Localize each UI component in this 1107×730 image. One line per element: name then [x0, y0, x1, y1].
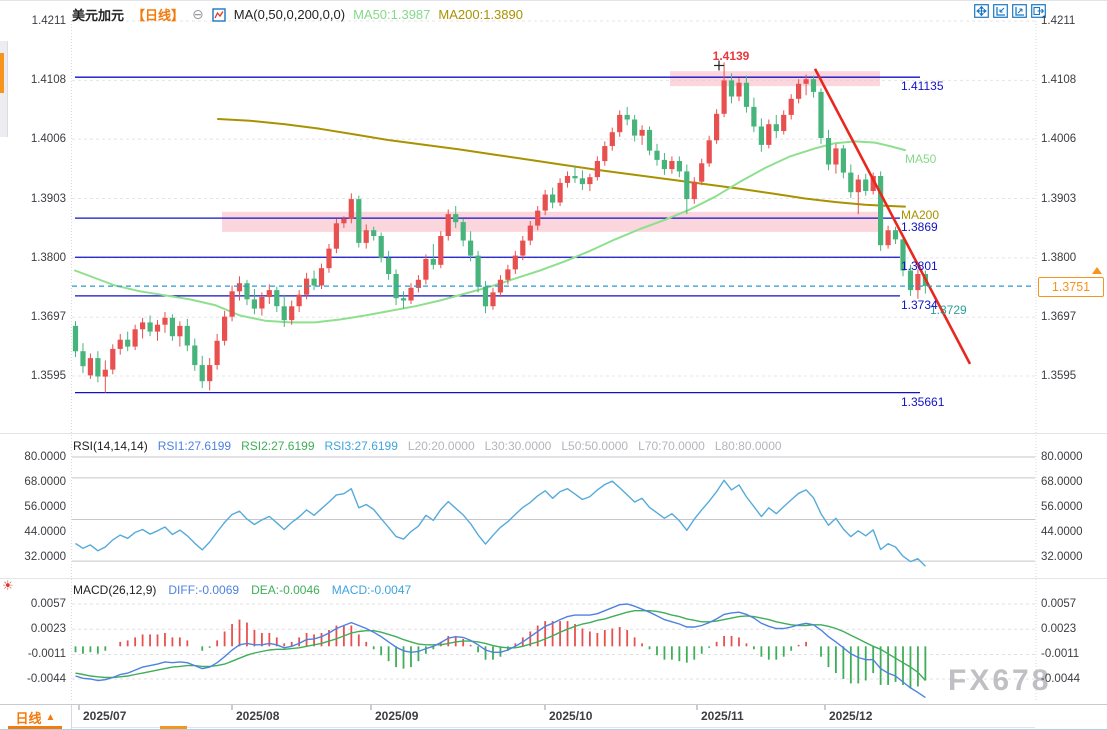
price-axis-label: 1.4211	[1041, 14, 1103, 28]
collapse-icon[interactable]: ⊖	[192, 6, 204, 23]
rsi-l50-label: L50:50.0000	[561, 439, 628, 453]
resistance-band	[222, 212, 880, 232]
ma50-value-label: MA50:1.3987	[353, 7, 430, 22]
price-axis-label: 1.3903	[1041, 192, 1103, 206]
rsi-axis-label: 80.0000	[1041, 450, 1103, 464]
chart-toolbar	[973, 3, 1046, 18]
price-panel-header: 美元加元 【日线】 ⊖ MA(0,50,0,200,0,0) MA50:1.39…	[72, 5, 523, 24]
move-tool-button[interactable]	[973, 3, 989, 18]
time-axis-label: 2025/12	[829, 709, 872, 723]
price-axis-label: 1.4108	[1041, 73, 1103, 87]
price-axis-label: 1.3800	[1041, 251, 1103, 265]
macd-axis-label: 0.0023	[0, 622, 66, 636]
panel-separator	[0, 578, 1107, 579]
rsi-l20-label: L20:20.0000	[408, 439, 475, 453]
price-axis-label: 1.3800	[0, 251, 66, 265]
rsi-axis-label: 80.0000	[0, 450, 66, 464]
rsi-l30-label: L30:30.0000	[485, 439, 552, 453]
time-axis-label: 2025/10	[549, 709, 592, 723]
rsi-l70-label: L70:70.0000	[638, 439, 705, 453]
latest-price-arrow-icon[interactable]	[1092, 267, 1102, 274]
bottom-bar-border	[0, 704, 1107, 705]
rsi-axis-label: 32.0000	[1041, 550, 1103, 564]
price-axis-label: 1.3697	[0, 310, 66, 324]
left-axis-scale-button[interactable]	[992, 3, 1008, 18]
price-axis-label: 1.3595	[1041, 369, 1103, 383]
rsi2-value-label: RSI2:27.6199	[241, 439, 314, 453]
macd-axis-label: -0.0044	[0, 672, 66, 686]
rsi-l80-label: L80:80.0000	[715, 439, 782, 453]
rsi-axis-label: 56.0000	[0, 500, 66, 514]
macd-axis-label: -0.0044	[1041, 672, 1103, 686]
ma200-value-label: MA200:1.3890	[438, 7, 523, 22]
level-price-label: 1.3734	[901, 298, 938, 312]
panel-separator	[0, 433, 1107, 434]
indicator-chart-icon	[212, 8, 226, 22]
price-axis-label: 1.3697	[1041, 310, 1103, 324]
time-axis-label: 2025/11	[701, 709, 744, 723]
macd-diff-label: DIFF:-0.0069	[168, 583, 239, 597]
price-axis-label: 1.3903	[0, 192, 66, 206]
rsi-axis-label: 68.0000	[1041, 475, 1103, 489]
rsi-panel-header: RSI(14,14,14) RSI1:27.6199 RSI2:27.6199 …	[73, 439, 782, 453]
hot-marker-icon: ☀	[2, 578, 14, 594]
time-axis-label: 2025/09	[375, 709, 418, 723]
macd-dea-label: DEA:-0.0046	[251, 583, 320, 597]
price-axis-label: 1.4211	[0, 14, 66, 28]
macd-macd-label: MACD:-0.0047	[332, 583, 411, 597]
rsi-line	[76, 480, 926, 566]
right-axis-scale-button[interactable]	[1011, 3, 1027, 18]
macd-axis-label: 0.0057	[1041, 597, 1103, 611]
macd-axis-label: 0.0057	[0, 597, 66, 611]
current-price-box: 1.3751	[1038, 277, 1104, 297]
level-price-label: 1.35661	[901, 395, 944, 409]
rsi3-value-label: RSI3:27.6199	[325, 439, 398, 453]
price-axis-label: 1.4108	[0, 73, 66, 87]
price-axis-label: 1.3595	[0, 369, 66, 383]
rsi1-value-label: RSI1:27.6199	[158, 439, 231, 453]
rsi-axis-label: 56.0000	[1041, 500, 1103, 514]
time-axis-label: 2025/07	[83, 709, 126, 723]
symbol-title: 美元加元	[72, 5, 124, 24]
time-axis-label: 2025/08	[236, 709, 279, 723]
rsi-axis-label: 68.0000	[0, 475, 66, 489]
level-price-label: 1.41135	[901, 79, 944, 93]
macd-axis-label: -0.0011	[0, 647, 66, 661]
macd-panel-header: MACD(26,12,9) DIFF:-0.0069 DEA:-0.0046 M…	[73, 583, 411, 597]
period-tag[interactable]: 【日线】	[132, 5, 184, 24]
chevron-up-icon: ▲	[46, 712, 56, 723]
ma-settings-label: MA(0,50,0,200,0,0)	[234, 7, 345, 22]
macd-title: MACD(26,12,9)	[73, 583, 156, 597]
rsi-axis-label: 44.0000	[0, 525, 66, 539]
price-axis-label: 1.4006	[1041, 132, 1103, 146]
level-price-label: 1.3801	[901, 259, 938, 273]
watermark: FX678	[948, 664, 1051, 698]
macd-axis-label: 0.0023	[1041, 622, 1103, 636]
level-price-label: 1.3869	[901, 220, 938, 234]
rsi-axis-label: 32.0000	[0, 550, 66, 564]
rsi-axis-label: 44.0000	[1041, 525, 1103, 539]
resistance-band	[670, 71, 880, 86]
tab-daily-label: 日线	[16, 708, 42, 727]
macd-axis-label: -0.0011	[1041, 647, 1103, 661]
rsi-title: RSI(14,14,14)	[73, 439, 148, 453]
peak-price-label: 1.4139	[703, 49, 759, 63]
price-axis-label: 1.4006	[0, 132, 66, 146]
ma50-line-label: MA50	[905, 152, 936, 166]
